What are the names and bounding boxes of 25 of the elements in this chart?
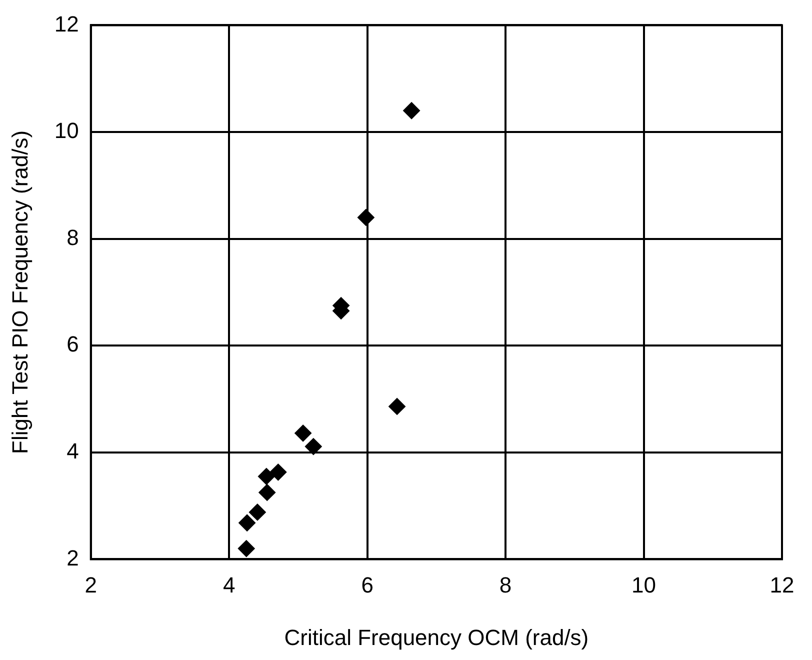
x-tick-label: 4 xyxy=(222,572,236,598)
point xyxy=(294,424,312,442)
x-tick-label: 8 xyxy=(499,572,512,598)
point xyxy=(258,484,276,501)
y-tick-label: 6 xyxy=(66,332,79,357)
point xyxy=(270,464,287,481)
y-axis-title: Flight Test PIO Frequency (rad/s) xyxy=(7,130,32,454)
point xyxy=(258,468,275,485)
y-tick-label: 8 xyxy=(66,224,79,250)
point xyxy=(403,102,420,120)
x-tick-label: 10 xyxy=(632,572,656,598)
y-tick-label: 2 xyxy=(66,545,79,570)
point xyxy=(357,208,374,226)
point xyxy=(248,504,266,521)
x-axis-title: Critical Frequency OCM (rad/s) xyxy=(284,624,589,650)
x-tick-label: 6 xyxy=(361,572,374,598)
x-tick-label: 12 xyxy=(770,572,794,598)
x-tick-label: 2 xyxy=(84,572,97,598)
y-tick-label: 10 xyxy=(54,118,79,144)
point xyxy=(304,438,322,456)
point xyxy=(388,398,406,415)
y-tick-label: 4 xyxy=(66,438,79,464)
y-tick-label: 12 xyxy=(54,11,79,36)
point xyxy=(238,540,255,558)
point xyxy=(238,514,256,532)
